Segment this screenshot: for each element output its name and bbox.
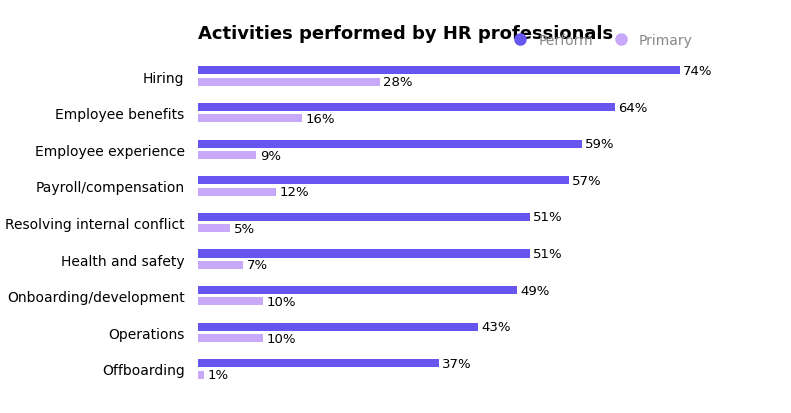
Bar — [198, 115, 302, 123]
Text: 10%: 10% — [266, 295, 296, 308]
Bar — [198, 214, 530, 221]
Text: 51%: 51% — [533, 211, 563, 224]
Bar — [198, 188, 276, 196]
Text: Activities performed by HR professionals: Activities performed by HR professionals — [198, 24, 613, 43]
Legend: Perform, Primary: Perform, Primary — [506, 34, 693, 48]
Text: 37%: 37% — [442, 357, 471, 370]
Bar — [198, 323, 478, 331]
Text: 51%: 51% — [533, 247, 563, 260]
Text: 43%: 43% — [481, 320, 511, 333]
Text: 16%: 16% — [305, 113, 335, 126]
Bar — [198, 177, 569, 185]
Bar — [198, 371, 204, 379]
Bar — [198, 359, 439, 368]
Text: 28%: 28% — [384, 76, 413, 89]
Text: 12%: 12% — [279, 186, 308, 199]
Bar — [198, 140, 582, 148]
Bar — [198, 152, 256, 160]
Bar — [198, 261, 244, 269]
Bar — [198, 298, 263, 306]
Text: 49%: 49% — [520, 284, 550, 297]
Text: 57%: 57% — [573, 174, 602, 188]
Text: 10%: 10% — [266, 332, 296, 345]
Text: 59%: 59% — [585, 138, 615, 151]
Bar — [198, 286, 517, 294]
Bar — [198, 104, 615, 112]
Text: 7%: 7% — [247, 259, 267, 272]
Bar — [198, 250, 530, 258]
Text: 5%: 5% — [233, 222, 255, 235]
Bar — [198, 67, 679, 75]
Text: 1%: 1% — [207, 368, 229, 381]
Text: 64%: 64% — [618, 101, 647, 114]
Bar — [198, 334, 263, 342]
Bar — [198, 78, 380, 87]
Bar — [198, 225, 230, 233]
Text: 74%: 74% — [683, 65, 713, 78]
Text: 9%: 9% — [259, 149, 281, 162]
